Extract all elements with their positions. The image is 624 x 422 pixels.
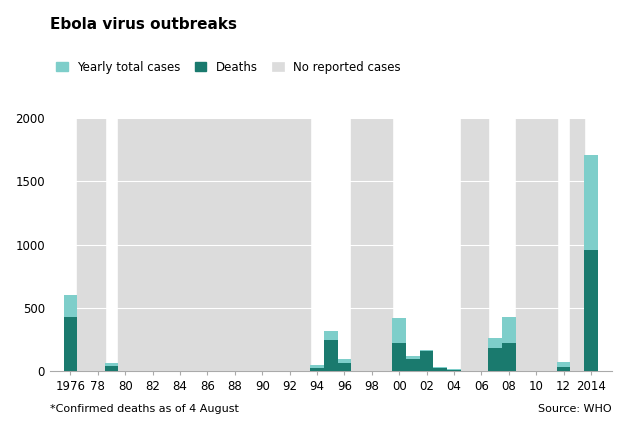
Bar [392,343,406,371]
Bar [447,370,461,371]
Bar [420,352,434,371]
Bar [105,363,119,366]
Bar [434,367,447,368]
Bar [488,348,502,371]
Bar [570,118,584,371]
Bar [338,359,351,363]
Bar [502,343,515,371]
Bar [406,356,420,359]
Bar [310,365,324,368]
Bar [351,118,392,371]
Bar [515,118,557,371]
Bar [406,359,420,371]
Bar [420,350,434,352]
Bar [557,362,570,367]
Bar [64,295,77,317]
Bar [324,332,338,340]
Bar [105,366,119,371]
Bar [64,317,77,371]
Bar [502,317,515,343]
Bar [557,367,570,371]
Bar [338,363,351,371]
Bar [434,368,447,371]
Text: *Confirmed deaths as of 4 August: *Confirmed deaths as of 4 August [50,403,239,414]
Bar [77,118,105,371]
Text: Ebola virus outbreaks: Ebola virus outbreaks [50,17,237,32]
Bar [324,340,338,371]
Bar [461,118,488,371]
Text: Source: WHO: Source: WHO [538,403,612,414]
Legend: Yearly total cases, Deaths, No reported cases: Yearly total cases, Deaths, No reported … [56,61,401,74]
Bar [488,338,502,348]
Bar [119,118,310,371]
Bar [584,250,598,371]
Bar [392,317,406,343]
Bar [310,368,324,371]
Bar [447,369,461,370]
Bar [584,155,598,250]
